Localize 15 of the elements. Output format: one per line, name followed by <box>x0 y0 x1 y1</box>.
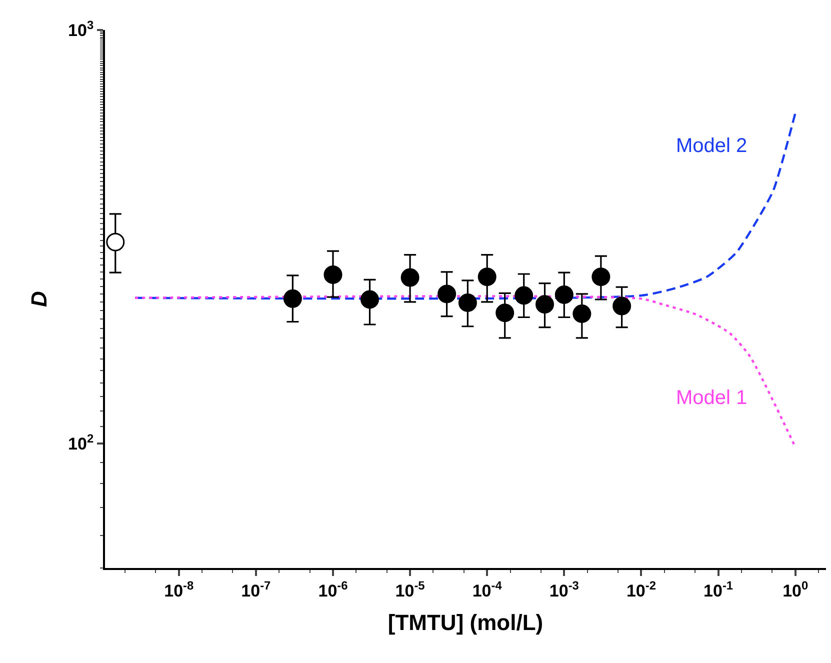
y-tick-label: 10$^{2}$ <box>68 431 94 454</box>
x-tick-label: 10$^{0}$ <box>782 578 808 600</box>
x-tick-label: 10$^{-4}$ <box>472 578 502 600</box>
y-tick-label: 10$^{3}$ <box>68 18 94 40</box>
series-label: Model 2 <box>676 135 748 157</box>
x-tick-label: 10$^{-8}$ <box>164 578 194 600</box>
x-tick-label: 10$^{-5}$ <box>395 578 426 600</box>
x-tick-label: 10$^{-2}$ <box>626 578 656 600</box>
x-tick-label: 10$^{-1}$ <box>704 578 734 600</box>
x-tick-label: 10$^{-6}$ <box>318 578 348 600</box>
x-tick-label: 10$^{-7}$ <box>241 578 272 600</box>
y-axis-title: D <box>26 290 52 307</box>
x-axis-title: [TMTU] (mol/L) <box>388 610 544 635</box>
x-tick-label: 10$^{-3}$ <box>549 578 580 600</box>
series-label: Model 1 <box>676 387 748 409</box>
